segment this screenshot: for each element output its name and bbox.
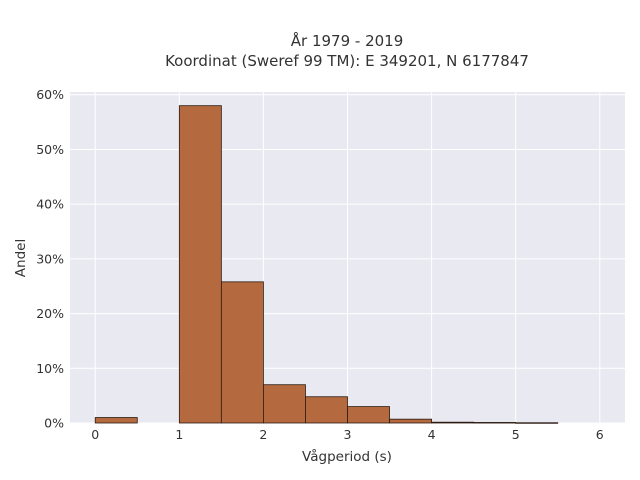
histogram-bar-7: [389, 418, 432, 424]
grid-lines: [70, 92, 625, 424]
y-axis-ticks: 0% 10% 20% 30% 40% 50% 60%: [36, 87, 64, 430]
x-tick-label: 0: [91, 427, 99, 442]
histogram-bar-10: [515, 422, 559, 424]
histogram-bar-9: [473, 422, 517, 424]
y-tick-label: 30%: [36, 251, 64, 266]
y-tick-label: 40%: [36, 197, 64, 212]
x-axis-ticks: 0 1 2 3 4 5 6: [91, 427, 604, 442]
y-tick-label: 50%: [36, 142, 64, 157]
y-tick-label: 20%: [36, 306, 64, 321]
y-tick-label: 60%: [36, 87, 64, 102]
histogram-bar-4: [263, 384, 306, 424]
x-tick-label: 4: [428, 427, 436, 442]
chart-title-line-2: Koordinat (Sweref 99 TM): E 349201, N 61…: [165, 52, 529, 70]
x-tick-label: 1: [175, 427, 183, 442]
x-tick-label: 5: [512, 427, 520, 442]
histogram-bars: [94, 105, 559, 424]
y-tick-label: 10%: [36, 361, 64, 376]
histogram-bar-8: [431, 421, 475, 424]
histogram-bar-0: [94, 417, 138, 424]
x-tick-label: 2: [259, 427, 267, 442]
y-axis-title: Andel: [13, 239, 29, 277]
x-tick-label: 6: [596, 427, 604, 442]
chart-title-line-1: År 1979 - 2019: [291, 31, 404, 50]
y-tick-label: 0%: [44, 416, 64, 431]
histogram-bar-3: [220, 281, 264, 424]
x-axis-title: Vågperiod (s): [302, 448, 392, 465]
histogram-bar-2: [178, 105, 222, 424]
histogram-bar-5: [305, 396, 348, 424]
histogram-bar-6: [347, 406, 390, 424]
x-tick-label: 3: [344, 427, 352, 442]
